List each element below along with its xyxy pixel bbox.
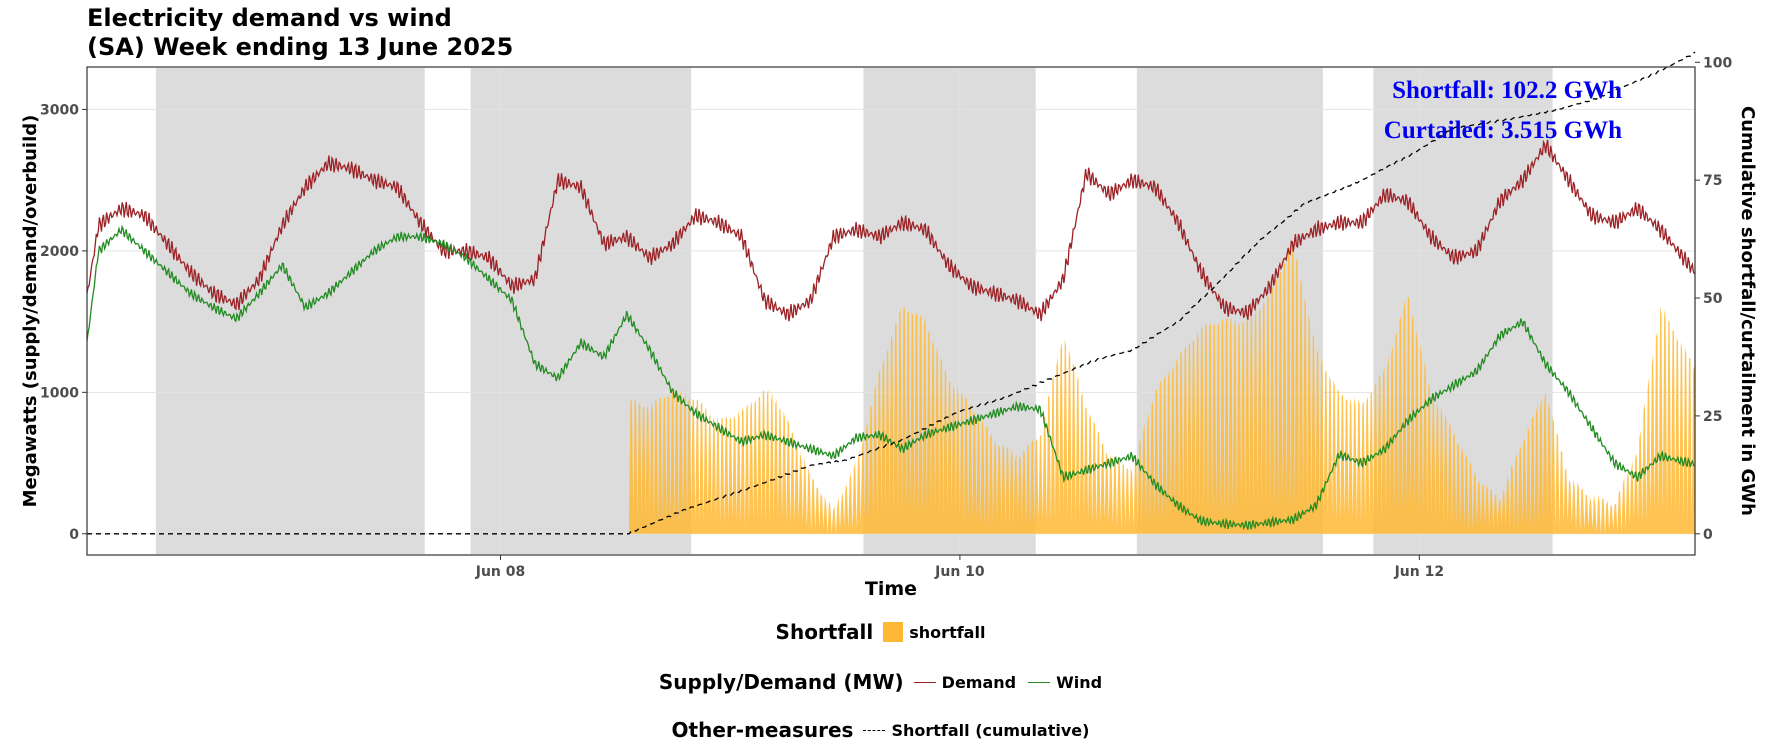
legend-label-cumulative: Shortfall (cumulative) — [891, 720, 1090, 740]
chart-title-line1: Electricity demand vs wind — [87, 4, 452, 32]
y2-tick-label: 0 — [1703, 527, 1713, 543]
legend-other: Other-measures Shortfall (cumulative) — [0, 718, 1773, 742]
annotation-curtailed: Curtailed: 3.515 GWh — [1384, 117, 1622, 144]
demand-line — [86, 139, 1695, 322]
y2-axis-label: Cumulative shortfall/curtailment in GWh — [1737, 106, 1758, 516]
night-band — [470, 68, 692, 554]
y-tick-label: 2000 — [40, 244, 79, 260]
y-tick-label: 3000 — [40, 102, 79, 118]
shortfall-area-layer — [629, 241, 1695, 534]
x-tick-label: Jun 08 — [475, 564, 526, 580]
legend-key-wind — [1028, 681, 1051, 683]
y-tick-label: 0 — [69, 527, 79, 543]
wind-line — [86, 224, 1695, 531]
chart-title-line2: (SA) Week ending 13 June 2025 — [87, 33, 514, 61]
shortfall-area — [629, 241, 1695, 534]
legend-item-cumulative: Shortfall (cumulative) — [863, 721, 1089, 740]
y-tick-label: 1000 — [40, 385, 79, 401]
series-lines — [86, 51, 1696, 535]
legend-item-shortfall: shortfall — [883, 622, 985, 642]
legend-label-wind: Wind — [1056, 672, 1103, 692]
legend-shortfall: Shortfall shortfall — [0, 620, 1773, 644]
y2-tick-label: 100 — [1703, 55, 1732, 71]
axes: 0 1000 2000 3000 0 25 50 75 100 Jun 08 Jun 10 Jun 1… — [40, 55, 1732, 580]
plot-panel-border — [86, 66, 1696, 556]
y-axis-label: Megawatts (supply/demand/overbuild) — [20, 115, 41, 508]
x-tick-label: Jun 10 — [934, 564, 985, 580]
legend-other-title: Other-measures — [671, 718, 854, 742]
chart: 0 1000 2000 3000 0 25 50 75 100 Jun 08 Jun 10 Jun 1… — [20, 51, 1758, 600]
night-band — [155, 68, 425, 554]
x-tick-label: Jun 12 — [1394, 564, 1445, 580]
legend-label-demand: Demand — [941, 672, 1017, 692]
legend-item-demand: Demand — [913, 672, 1017, 692]
legend-item-wind: Wind — [1028, 673, 1102, 692]
legend-key-cumulative — [863, 729, 886, 731]
y2-tick-label: 25 — [1703, 409, 1722, 425]
y2-tick-label: 75 — [1703, 173, 1722, 189]
legend-key-demand — [913, 681, 936, 683]
legend-label-shortfall: shortfall — [909, 622, 986, 642]
annotation-shortfall: Shortfall: 102.2 GWh — [1392, 77, 1622, 104]
y2-tick-label: 50 — [1703, 291, 1723, 307]
legend-supply-demand: Supply/Demand (MW) Demand Wind — [0, 670, 1773, 694]
legend-supply-title: Supply/Demand (MW) — [658, 670, 904, 694]
cumulative-shortfall-line — [87, 51, 1696, 535]
legend-shortfall-title: Shortfall — [775, 620, 874, 644]
x-axis-label: Time — [865, 578, 917, 600]
chart-title: Electricity demand vs wind (SA) Week end… — [87, 4, 513, 62]
legend-key-shortfall — [883, 622, 904, 642]
